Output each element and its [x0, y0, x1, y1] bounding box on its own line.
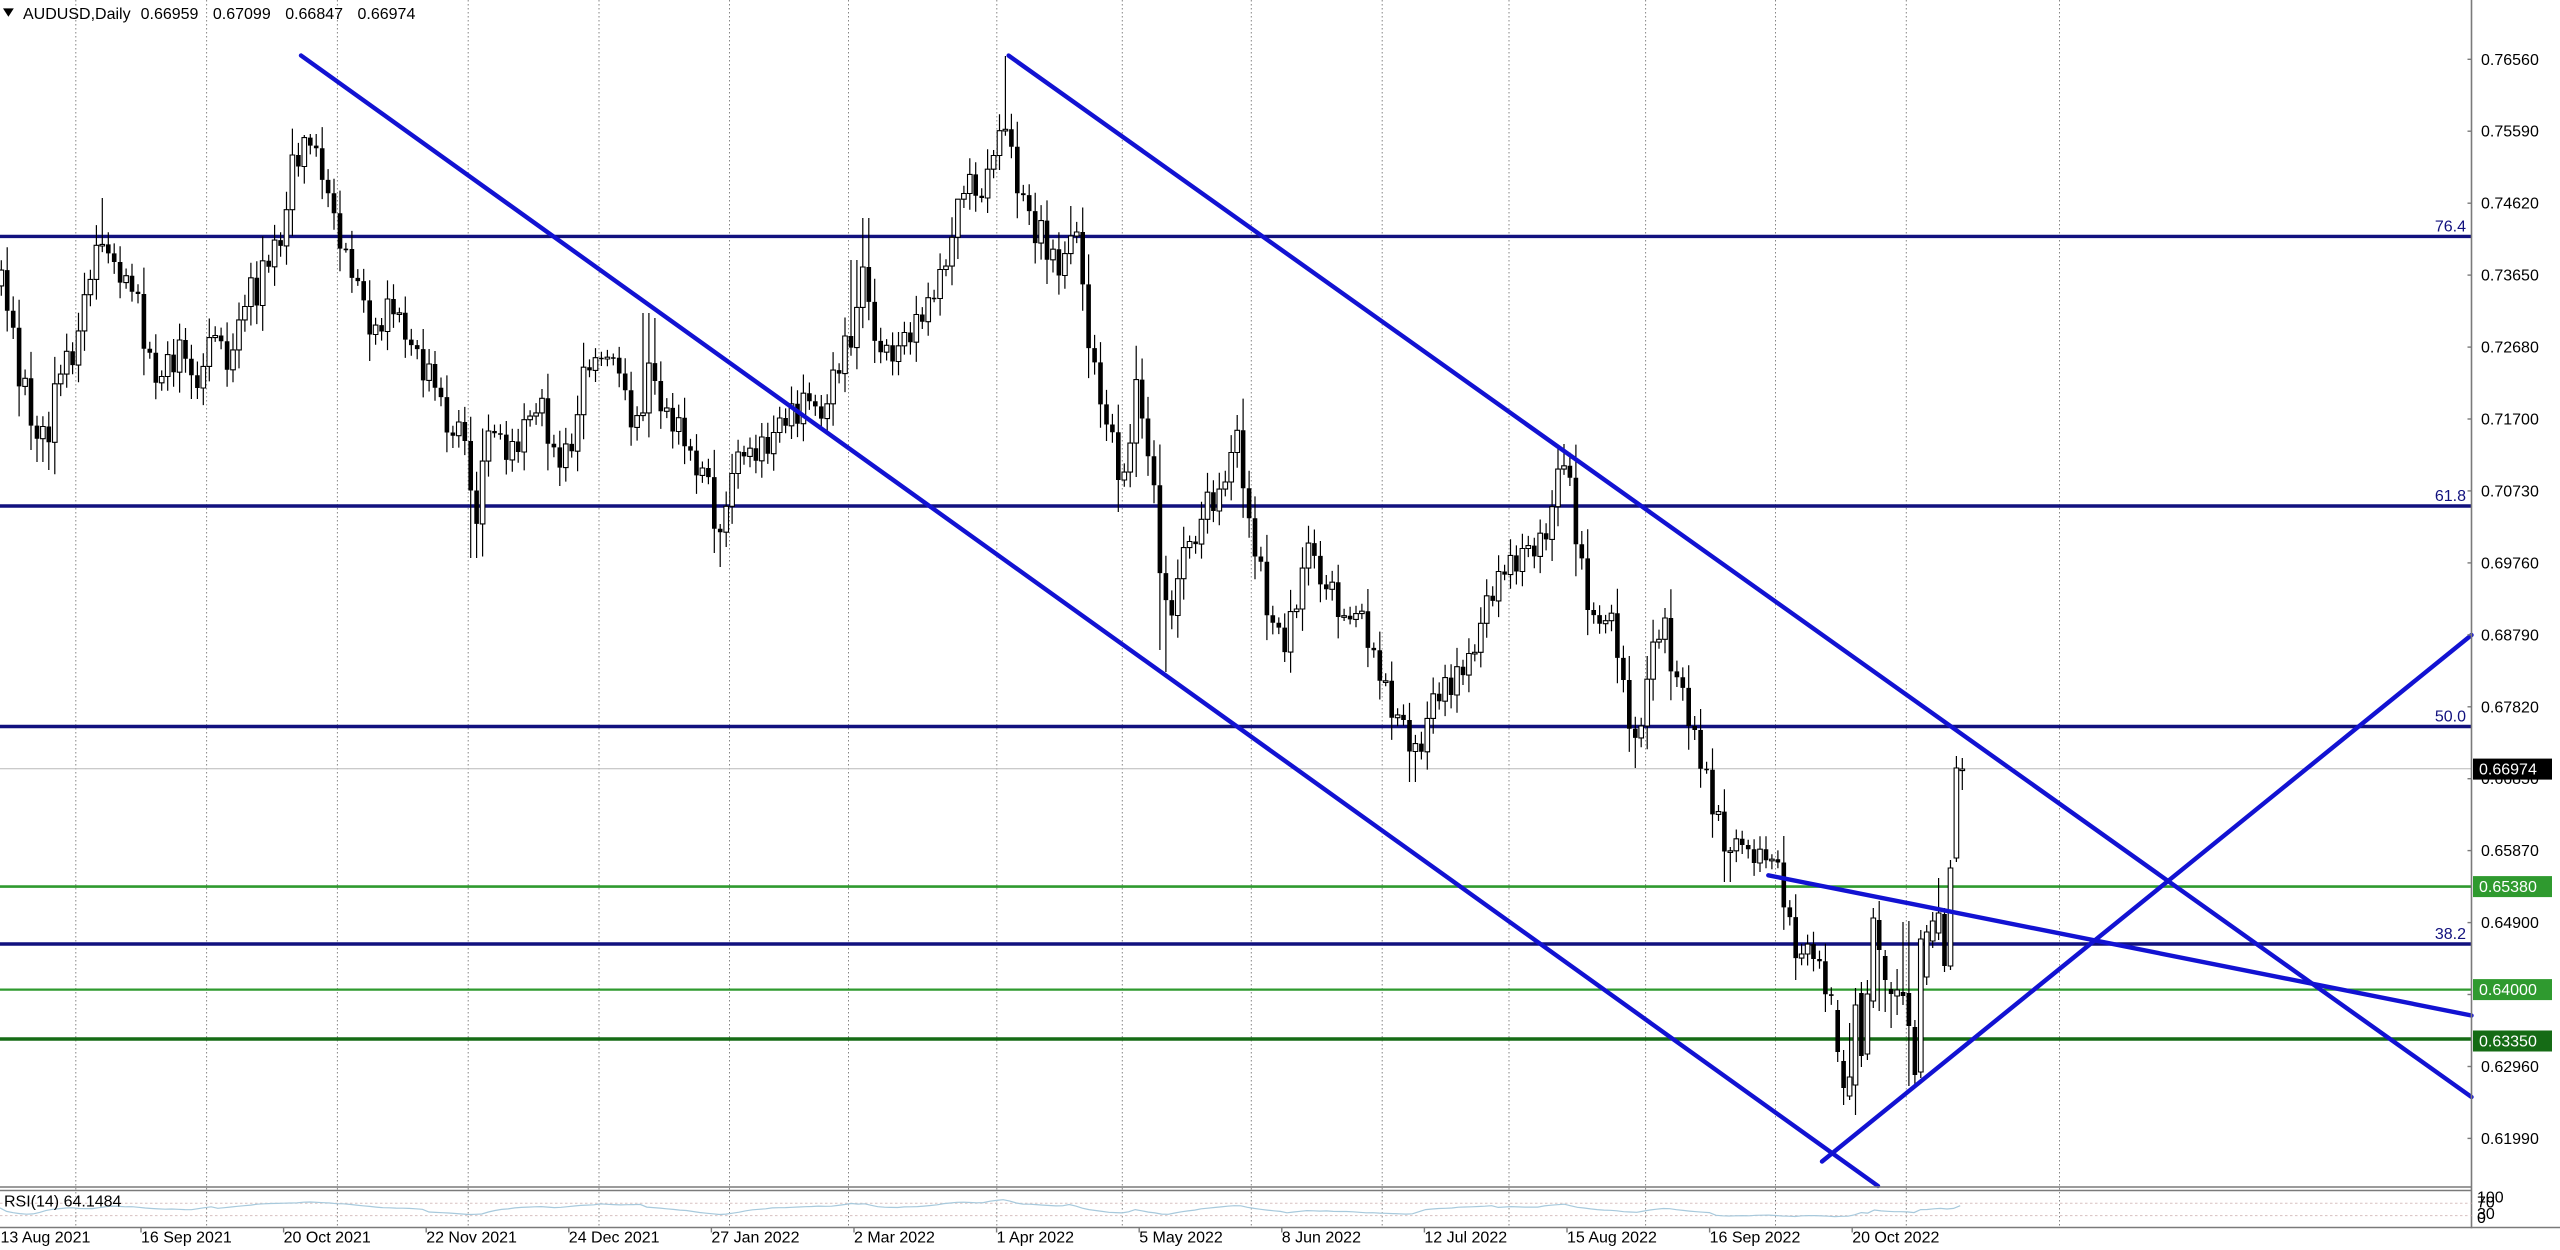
svg-text:0: 0: [2477, 1210, 2486, 1227]
svg-text:70: 70: [2477, 1195, 2495, 1212]
svg-text:0.64900: 0.64900: [2481, 915, 2539, 932]
svg-text:0.71700: 0.71700: [2481, 412, 2539, 429]
svg-text:38.2: 38.2: [2435, 926, 2466, 943]
svg-text:50.0: 50.0: [2435, 709, 2466, 726]
svg-text:0.65870: 0.65870: [2481, 843, 2539, 860]
svg-text:0.73650: 0.73650: [2481, 268, 2539, 285]
svg-text:24 Dec 2021: 24 Dec 2021: [569, 1230, 660, 1247]
svg-text:0.67820: 0.67820: [2481, 699, 2539, 716]
svg-text:22 Nov 2021: 22 Nov 2021: [426, 1230, 517, 1247]
svg-text:61.8: 61.8: [2435, 488, 2466, 505]
svg-text:RSI(14) 64.1484: RSI(14) 64.1484: [4, 1194, 122, 1211]
svg-text:0.72680: 0.72680: [2481, 340, 2539, 357]
svg-text:20 Oct 2021: 20 Oct 2021: [284, 1230, 371, 1247]
svg-text:8 Jun 2022: 8 Jun 2022: [1282, 1230, 1361, 1247]
svg-text:2 Mar 2022: 2 Mar 2022: [854, 1230, 935, 1247]
svg-text:12 Jul 2022: 12 Jul 2022: [1424, 1230, 1507, 1247]
svg-text:0.76560: 0.76560: [2481, 52, 2539, 69]
svg-text:13 Aug 2021: 13 Aug 2021: [1, 1230, 91, 1247]
svg-text:0.63350: 0.63350: [2479, 1034, 2537, 1051]
svg-text:0.75590: 0.75590: [2481, 124, 2539, 141]
svg-text:0.68790: 0.68790: [2481, 627, 2539, 644]
svg-text:0.69760: 0.69760: [2481, 555, 2539, 572]
svg-text:20 Oct 2022: 20 Oct 2022: [1852, 1230, 1939, 1247]
svg-text:76.4: 76.4: [2435, 218, 2466, 235]
svg-text:0.66974: 0.66974: [2479, 762, 2537, 779]
svg-text:0.62960: 0.62960: [2481, 1059, 2539, 1076]
svg-text:30: 30: [2477, 1206, 2495, 1223]
svg-text:16 Sep 2021: 16 Sep 2021: [141, 1230, 232, 1247]
svg-text:15 Aug 2022: 15 Aug 2022: [1567, 1230, 1657, 1247]
svg-text:0.74620: 0.74620: [2481, 196, 2539, 213]
svg-text:1 Apr 2022: 1 Apr 2022: [997, 1230, 1075, 1247]
svg-text:100: 100: [2477, 1190, 2504, 1207]
svg-text:0.65380: 0.65380: [2479, 879, 2537, 896]
svg-text:5 May 2022: 5 May 2022: [1139, 1230, 1223, 1247]
svg-text:AUDUSD,Daily: AUDUSD,Daily: [23, 6, 131, 23]
svg-text:0.67099: 0.67099: [213, 6, 271, 23]
svg-text:0.66847: 0.66847: [285, 6, 343, 23]
svg-text:0.64000: 0.64000: [2479, 982, 2537, 999]
svg-text:0.61990: 0.61990: [2481, 1131, 2539, 1148]
svg-text:16 Sep 2022: 16 Sep 2022: [1710, 1230, 1801, 1247]
svg-text:0.66974: 0.66974: [358, 6, 416, 23]
svg-text:0.70730: 0.70730: [2481, 483, 2539, 500]
svg-text:27 Jan 2022: 27 Jan 2022: [711, 1230, 799, 1247]
svg-text:0.66959: 0.66959: [141, 6, 199, 23]
